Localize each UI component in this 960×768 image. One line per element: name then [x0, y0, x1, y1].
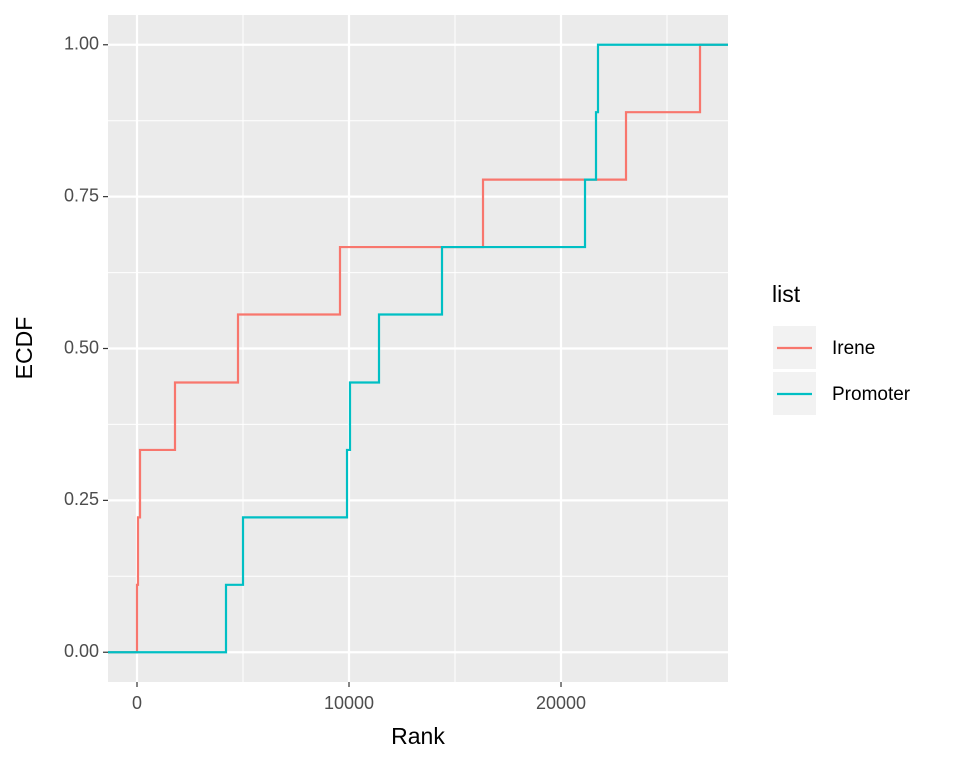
- y-tick-label: 0.25: [64, 489, 99, 509]
- x-tick-label: 0: [132, 693, 142, 713]
- legend-label: Irene: [832, 338, 875, 359]
- legend-label: Promoter: [832, 384, 911, 405]
- ecdf-line: [108, 43, 728, 654]
- y-tick-label: 1.00: [64, 34, 99, 54]
- legend-title: list: [772, 281, 801, 307]
- y-axis-title: ECDF: [11, 317, 37, 380]
- x-tick-label: 20000: [536, 693, 586, 713]
- x-tick-label: 10000: [324, 693, 374, 713]
- x-axis-title: Rank: [391, 723, 445, 749]
- ecdf-line: [108, 43, 728, 654]
- y-tick-label: 0.00: [64, 641, 99, 661]
- y-tick-label: 0.75: [64, 185, 99, 205]
- y-tick-label: 0.50: [64, 337, 99, 357]
